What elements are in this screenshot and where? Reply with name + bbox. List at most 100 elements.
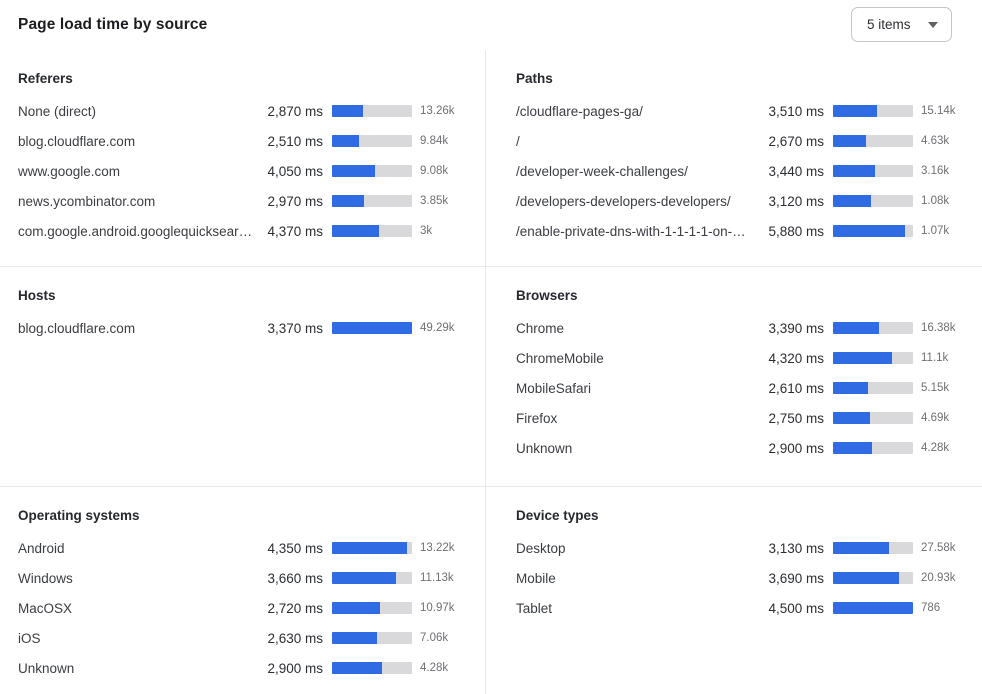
table-row: Mobile 3,690 ms 20.93k bbox=[516, 563, 970, 593]
bar-track bbox=[833, 442, 913, 454]
row-label: Unknown bbox=[516, 440, 573, 456]
bar-track bbox=[833, 195, 913, 207]
row-count: 20.93k bbox=[921, 572, 956, 584]
table-row: /enable-private-dns-with-1-1-1-1-on-… 5,… bbox=[516, 216, 970, 246]
row-label: Chrome bbox=[516, 320, 565, 336]
table-row: MacOSX 2,720 ms 10.97k bbox=[18, 593, 469, 623]
row-label: news.ycombinator.com bbox=[18, 193, 156, 209]
row-load-time: 2,750 ms bbox=[768, 410, 824, 426]
row-label: ChromeMobile bbox=[516, 350, 604, 366]
row-load-time: 2,720 ms bbox=[267, 600, 323, 616]
row-label: MacOSX bbox=[18, 600, 73, 616]
row-label: blog.cloudflare.com bbox=[18, 133, 136, 149]
bar-fill bbox=[332, 135, 360, 147]
table-row: Unknown 2,900 ms 4.28k bbox=[516, 433, 970, 463]
table-row: Tablet 4,500 ms 786 bbox=[516, 593, 970, 623]
bar-fill bbox=[833, 352, 893, 364]
bar-track bbox=[833, 412, 913, 424]
panel-header: Page load time by source 5 items bbox=[0, 0, 982, 50]
table-row: Unknown 2,900 ms 4.28k bbox=[18, 653, 469, 683]
chart-section: Referers None (direct) 2,870 ms 13.26k b… bbox=[0, 50, 486, 267]
bar-track bbox=[332, 195, 412, 207]
row-load-time: 4,320 ms bbox=[768, 350, 824, 366]
bar-fill bbox=[332, 322, 412, 334]
row-label: /developer-week-challenges/ bbox=[516, 163, 688, 179]
bar-fill bbox=[833, 322, 879, 334]
bar-track bbox=[332, 572, 412, 584]
table-row: ChromeMobile 4,320 ms 11.1k bbox=[516, 343, 970, 373]
row-label: /cloudflare-pages-ga/ bbox=[516, 103, 643, 119]
row-count: 5.15k bbox=[921, 382, 950, 394]
bar-track bbox=[833, 602, 913, 614]
bar-track bbox=[833, 105, 913, 117]
row-count: 1.07k bbox=[921, 225, 950, 237]
bar-track bbox=[833, 322, 913, 334]
bar-fill bbox=[332, 632, 377, 644]
row-count: 4.28k bbox=[420, 662, 449, 674]
bar-track bbox=[332, 105, 412, 117]
bar-track bbox=[833, 352, 913, 364]
row-label: /developers-developers-developers/ bbox=[516, 193, 731, 209]
table-row: / 2,670 ms 4.63k bbox=[516, 126, 970, 156]
bar-fill bbox=[833, 442, 873, 454]
row-count: 13.22k bbox=[420, 542, 455, 554]
row-load-time: 2,870 ms bbox=[267, 103, 323, 119]
section-rows: /cloudflare-pages-ga/ 3,510 ms 15.14k / … bbox=[516, 96, 970, 246]
row-load-time: 2,670 ms bbox=[768, 133, 824, 149]
row-count: 9.08k bbox=[420, 165, 449, 177]
row-count: 16.38k bbox=[921, 322, 956, 334]
row-load-time: 3,510 ms bbox=[768, 103, 824, 119]
row-count: 9.84k bbox=[420, 135, 449, 147]
bar-track bbox=[332, 165, 412, 177]
row-label: None (direct) bbox=[18, 103, 97, 119]
bar-track bbox=[332, 602, 412, 614]
bar-fill bbox=[332, 195, 364, 207]
row-load-time: 3,390 ms bbox=[768, 320, 824, 336]
chevron-down-icon bbox=[928, 21, 938, 28]
table-row: MobileSafari 2,610 ms 5.15k bbox=[516, 373, 970, 403]
row-load-time: 3,440 ms bbox=[768, 163, 824, 179]
table-row: news.ycombinator.com 2,970 ms 3.85k bbox=[18, 186, 469, 216]
items-count-dropdown[interactable]: 5 items bbox=[851, 7, 952, 42]
bar-fill bbox=[833, 412, 870, 424]
row-label: com.google.android.googlequicksearc… bbox=[18, 223, 259, 239]
row-count: 3.85k bbox=[420, 195, 449, 207]
table-row: com.google.android.googlequicksearc… 4,3… bbox=[18, 216, 469, 246]
row-load-time: 2,510 ms bbox=[267, 133, 323, 149]
bar-fill bbox=[332, 602, 380, 614]
row-label: Desktop bbox=[516, 540, 566, 556]
row-count: 4.69k bbox=[921, 412, 950, 424]
items-count-dropdown-value: 5 items bbox=[867, 17, 911, 32]
bar-fill bbox=[833, 225, 905, 237]
section-rows: blog.cloudflare.com 3,370 ms 49.29k bbox=[18, 313, 469, 343]
section-title: Device types bbox=[516, 508, 599, 523]
row-load-time: 5,880 ms bbox=[768, 223, 824, 239]
sections-grid: Referers None (direct) 2,870 ms 13.26k b… bbox=[0, 50, 982, 694]
bar-fill bbox=[833, 195, 872, 207]
row-load-time: 2,900 ms bbox=[768, 440, 824, 456]
row-count: 15.14k bbox=[921, 105, 956, 117]
row-count: 3k bbox=[420, 225, 433, 237]
row-load-time: 2,630 ms bbox=[267, 630, 323, 646]
row-label: Unknown bbox=[18, 660, 75, 676]
table-row: iOS 2,630 ms 7.06k bbox=[18, 623, 469, 653]
row-load-time: 3,370 ms bbox=[267, 320, 323, 336]
bar-track bbox=[833, 382, 913, 394]
bar-track bbox=[833, 542, 913, 554]
table-row: Desktop 3,130 ms 27.58k bbox=[516, 533, 970, 563]
bar-fill bbox=[833, 542, 889, 554]
row-load-time: 3,690 ms bbox=[768, 570, 824, 586]
section-title: Referers bbox=[18, 71, 73, 86]
row-count: 786 bbox=[921, 602, 941, 614]
row-label: Firefox bbox=[516, 410, 558, 426]
row-label: www.google.com bbox=[18, 163, 121, 179]
row-label: / bbox=[516, 133, 520, 149]
bar-track bbox=[332, 135, 412, 147]
bar-fill bbox=[833, 105, 877, 117]
bar-fill bbox=[833, 135, 866, 147]
chart-section: Operating systems Android 4,350 ms 13.22… bbox=[0, 487, 486, 694]
table-row: Windows 3,660 ms 11.13k bbox=[18, 563, 469, 593]
section-rows: Desktop 3,130 ms 27.58k Mobile 3,690 ms … bbox=[516, 533, 970, 623]
row-count: 1.08k bbox=[921, 195, 950, 207]
section-title: Operating systems bbox=[18, 508, 140, 523]
